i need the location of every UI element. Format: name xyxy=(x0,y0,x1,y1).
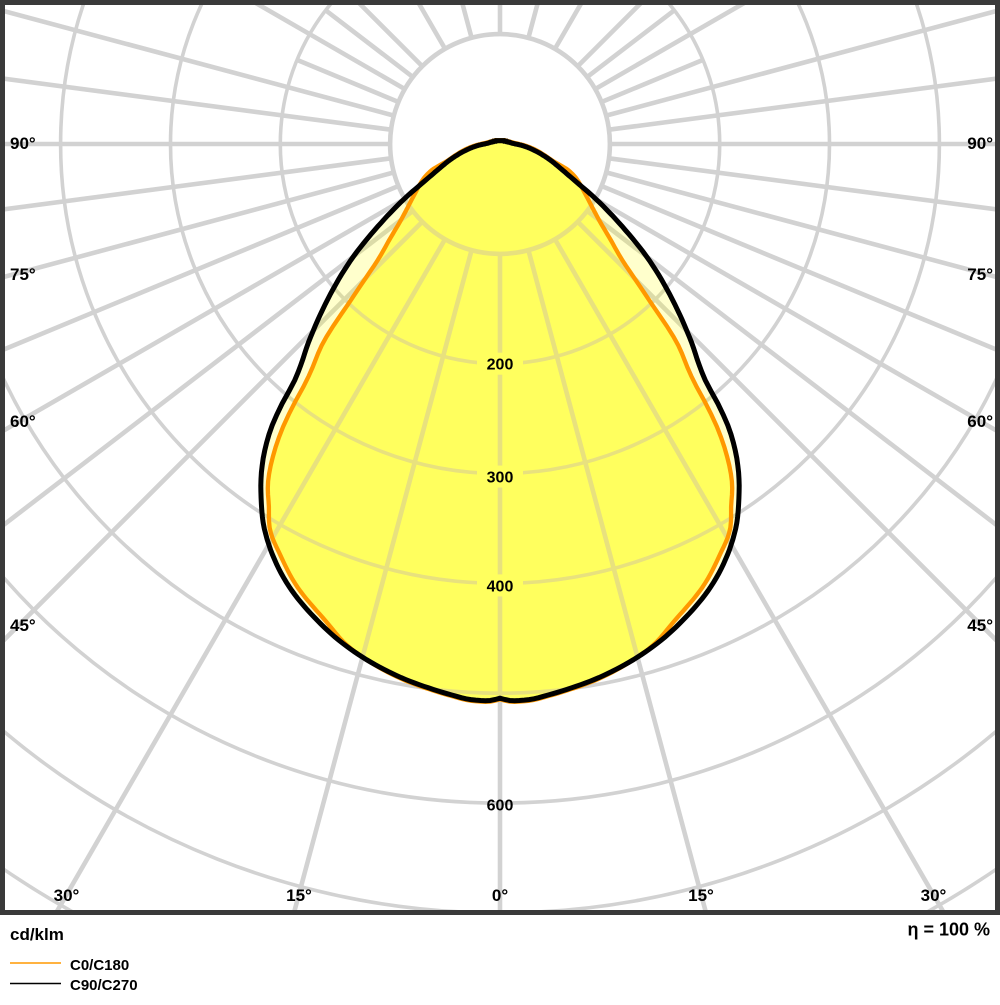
svg-text:45°: 45° xyxy=(967,616,993,635)
svg-text:300: 300 xyxy=(487,470,514,487)
svg-text:C90/C270: C90/C270 xyxy=(70,977,138,994)
svg-text:90°: 90° xyxy=(10,134,36,153)
svg-text:60°: 60° xyxy=(967,412,993,431)
svg-text:90°: 90° xyxy=(967,134,993,153)
svg-text:400: 400 xyxy=(487,578,514,595)
svg-text:600: 600 xyxy=(487,798,514,815)
svg-text:0°: 0° xyxy=(492,886,508,905)
svg-text:η = 100 %: η = 100 % xyxy=(907,920,990,940)
svg-text:30°: 30° xyxy=(54,886,80,905)
svg-text:15°: 15° xyxy=(286,886,312,905)
svg-text:200: 200 xyxy=(487,357,514,374)
svg-text:30°: 30° xyxy=(921,886,947,905)
svg-text:cd/klm: cd/klm xyxy=(10,925,64,944)
svg-text:C0/C180: C0/C180 xyxy=(70,957,129,974)
svg-text:75°: 75° xyxy=(967,265,993,284)
svg-text:60°: 60° xyxy=(10,412,36,431)
svg-text:15°: 15° xyxy=(688,886,714,905)
svg-text:75°: 75° xyxy=(10,265,36,284)
svg-text:45°: 45° xyxy=(10,616,36,635)
